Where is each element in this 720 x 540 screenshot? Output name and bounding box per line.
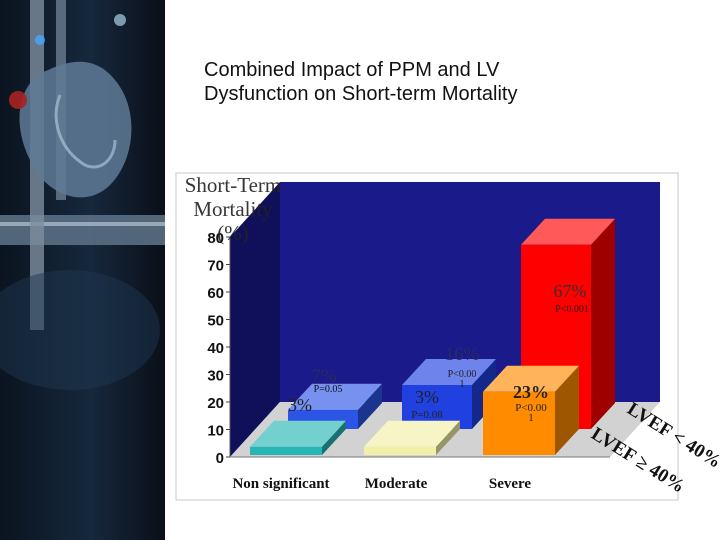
p-value-lvef-lt40-2: P<0.001	[555, 304, 589, 315]
y-tick-label: 40	[207, 340, 224, 357]
y-axis-title-line: Mortality	[193, 197, 273, 221]
bar-lvef-lt40-1-top	[402, 359, 496, 385]
y-tick-label: 30	[207, 368, 224, 385]
side-wall	[230, 182, 280, 457]
value-label-lvef-ge40-0: 3%	[288, 395, 312, 415]
bar-lvef-ge40-2-front	[483, 391, 555, 455]
bar-lvef-ge40-0-top	[250, 420, 346, 447]
y-tick-label: 20	[207, 395, 224, 412]
y-axis-title-line: Short-Term	[185, 173, 282, 197]
p-value-lvef-ge40-2: 1	[528, 412, 534, 424]
y-axis: 0 10 20 30 40 50 60 70 80	[207, 230, 230, 467]
bar-lvef-lt40-2-top	[521, 218, 615, 245]
bar-lvef-ge40-0-front	[250, 446, 322, 455]
bar-lvef-ge40-0-side	[322, 420, 346, 455]
p-value-lvef-lt40-1: 1	[460, 379, 465, 390]
bars	[250, 218, 615, 455]
y-tick-label: 50	[207, 313, 224, 330]
category-label: Severe	[489, 476, 532, 492]
bar-lvef-ge40-1-top	[364, 420, 460, 447]
value-label-lvef-lt40-1: 16%	[445, 344, 480, 365]
bar-lvef-lt40-2-side	[591, 218, 615, 429]
bar-lvef-ge40-2-side	[555, 365, 579, 455]
slide-title-line-2: Dysfunction on Short-term Mortality	[204, 83, 518, 105]
bar-lvef-ge40-1-side	[436, 420, 460, 455]
p-value-lvef-lt40-1: P<0.00	[448, 369, 477, 380]
slide-title-line-1: Combined Impact of PPM and LV	[204, 59, 500, 81]
slide-title: Combined Impact of PPM and LV Dysfunctio…	[204, 58, 644, 106]
bar-lvef-ge40-0	[250, 420, 346, 455]
value-label-lvef-lt40-0: 7%	[311, 366, 337, 387]
y-tick-label: 70	[207, 258, 224, 275]
p-value-lvef-lt40-0: P=0.05	[314, 384, 343, 395]
bar-lvef-ge40-2-top	[483, 365, 579, 392]
category-label: Moderate	[365, 476, 428, 492]
bar-lvef-lt40-0-top	[288, 383, 382, 410]
value-label-lvef-lt40-2: 67%	[554, 281, 587, 301]
value-label-lvef-ge40-2: 23%	[513, 382, 549, 402]
decorative-heart-image	[0, 0, 165, 540]
bar-lvef-ge40-1-front	[364, 446, 436, 455]
bar-lvef-lt40-0-side	[358, 383, 382, 429]
bar-lvef-ge40-2	[483, 365, 579, 455]
y-tick-label: 10	[207, 423, 224, 440]
bar-lvef-ge40-1	[364, 420, 460, 455]
y-tick-label: 60	[207, 285, 224, 302]
p-value-lvef-ge40-1: P=0.08	[411, 409, 443, 421]
y-tick-label: 0	[216, 450, 224, 467]
y-tick-label: 80	[207, 230, 224, 247]
category-label: Non significant	[232, 476, 329, 492]
value-label-lvef-ge40-1: 3%	[415, 387, 439, 407]
y-axis-title-line: (%)	[217, 221, 248, 245]
p-value-lvef-ge40-2: P<0.00	[515, 402, 547, 414]
